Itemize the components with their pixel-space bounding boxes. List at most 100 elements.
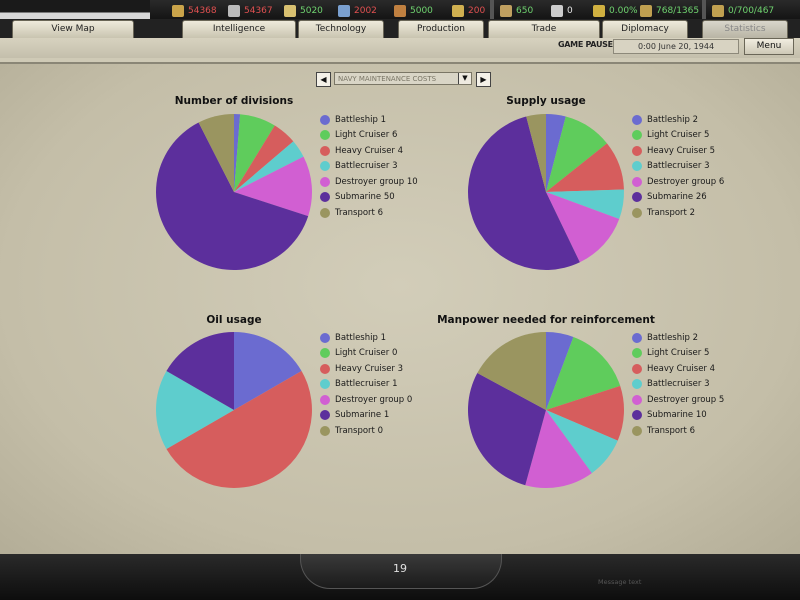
resource-10[interactable]: 0/700/467	[712, 3, 774, 19]
pie-slice-light-cruiser	[234, 114, 275, 192]
resource-9[interactable]: 768/1365	[640, 3, 699, 19]
energy-icon	[172, 5, 184, 17]
pie-slice-heavy-cruiser	[546, 385, 624, 441]
chevron-down-icon[interactable]: ▼	[458, 73, 471, 84]
prev-statistic-button[interactable]: ◀	[316, 72, 331, 87]
next-statistic-button[interactable]: ▶	[476, 72, 491, 87]
legend-label: Destroyer group 5	[647, 394, 725, 405]
legend-item: Battleship 2	[632, 330, 724, 346]
legend-label: Battleship 1	[335, 114, 386, 125]
legend-label: Heavy Cruiser 4	[335, 145, 404, 156]
resource-value: 2002	[354, 6, 377, 16]
resource-0[interactable]: 54368	[172, 3, 217, 19]
pie-slice-battlecruiser	[546, 189, 624, 219]
legend-label: Battlecruiser 1	[335, 379, 398, 390]
legend-swatch	[632, 363, 642, 374]
tab-trade[interactable]: Trade	[488, 20, 600, 39]
legend-swatch	[320, 130, 330, 141]
legend-label: Transport 6	[647, 425, 695, 436]
legend-label: Light Cruiser 6	[335, 130, 398, 141]
resource-5[interactable]: 200	[452, 3, 485, 19]
tab-production[interactable]: Production	[398, 20, 484, 39]
legend-swatch	[320, 207, 330, 218]
legend-label: Transport 2	[647, 207, 695, 218]
pie-slice-battlecruiser	[156, 371, 234, 449]
legend-label: Submarine 1	[335, 410, 390, 421]
resource-4[interactable]: 5000	[394, 3, 433, 19]
legend-swatch	[320, 114, 330, 125]
legend-swatch	[320, 394, 330, 405]
resource-1[interactable]: 54367	[228, 3, 273, 19]
legend-item: Transport 0	[320, 423, 412, 439]
tab-diplomacy[interactable]: Diplomacy	[602, 20, 688, 39]
legend-swatch	[632, 192, 642, 203]
tab-view-map[interactable]: View Map	[12, 20, 134, 39]
legend-label: Destroyer group 10	[335, 176, 418, 187]
legend-swatch	[632, 379, 642, 390]
legend-label: Light Cruiser 5	[647, 348, 710, 359]
pie-slice-battleship	[546, 114, 566, 192]
legend-item: Light Cruiser 5	[632, 346, 724, 362]
legend-label: Battlecruiser 3	[647, 161, 710, 172]
pie-chart	[468, 332, 624, 488]
legend-item: Submarine 50	[320, 190, 418, 206]
legend-swatch	[320, 332, 330, 343]
chart-legend: Battleship 2 Light Cruiser 5 Heavy Cruiser…	[632, 112, 724, 221]
legend-item: Transport 6	[632, 423, 724, 439]
menu-button[interactable]: Menu	[744, 38, 794, 55]
resource-3[interactable]: 2002	[338, 3, 377, 19]
legend-swatch	[632, 410, 642, 421]
pie-slice-transport	[477, 332, 546, 410]
pie-slice-battleship	[234, 332, 302, 410]
chart-legend: Battleship 1 Light Cruiser 0 Heavy Cruiser…	[320, 330, 412, 439]
resource-7[interactable]: 0	[551, 3, 573, 19]
pie-slice-transport	[198, 114, 234, 192]
statistic-select[interactable]: NAVY MAINTENANCE COSTS ▼	[334, 72, 472, 85]
resource-8[interactable]: 0.00%	[593, 3, 638, 19]
legend-item: Battleship 1	[320, 112, 418, 128]
message-log: Message text	[598, 578, 642, 586]
legend-label: Destroyer group 6	[647, 176, 725, 187]
supplies-icon	[394, 5, 406, 17]
pie-slice-heavy-cruiser	[234, 125, 294, 192]
pie-chart	[468, 114, 624, 270]
resource-value: 200	[468, 6, 486, 16]
pie-slice-submarine	[166, 332, 234, 410]
resource-2[interactable]: 5020	[284, 3, 323, 19]
tab-statistics[interactable]: Statistics	[702, 20, 788, 39]
pie-slice-heavy-cruiser	[166, 371, 312, 488]
legend-label: Submarine 50	[335, 192, 395, 203]
game-paused-label: GAME PAUSED	[558, 40, 620, 49]
resource-value: 0	[567, 6, 573, 16]
pie-chart	[156, 114, 312, 271]
legend-item: Transport 6	[320, 205, 418, 221]
legend-label: Heavy Cruiser 5	[647, 145, 716, 156]
tab-intelligence[interactable]: Intelligence	[182, 20, 296, 39]
tab-technology[interactable]: Technology	[298, 20, 384, 39]
legend-label: Battleship 2	[647, 332, 698, 343]
legend-item: Battleship 1	[320, 330, 412, 346]
legend-label: Submarine 10	[647, 410, 707, 421]
legend-swatch	[320, 348, 330, 359]
pie-slice-destroyer-group	[525, 410, 592, 488]
manpower-icon	[500, 5, 512, 17]
legend-label: Battlecruiser 3	[647, 379, 710, 390]
legend-item: Battleship 2	[632, 112, 724, 128]
dissent-icon	[551, 5, 563, 17]
pie-slice-destroyer-group	[546, 192, 620, 263]
pie-slice-light-cruiser	[546, 116, 607, 192]
legend-label: Battlecruiser 3	[335, 161, 398, 172]
resource-6[interactable]: 650	[500, 3, 533, 19]
bottom-bar	[0, 554, 800, 600]
legend-item: Destroyer group 5	[632, 392, 724, 408]
pie-slice-destroyer-group	[234, 156, 312, 217]
legend-swatch	[320, 192, 330, 203]
legend-item: Destroyer group 0	[320, 392, 412, 408]
resource-value: 5020	[300, 6, 323, 16]
resource-value: 0/700/467	[728, 6, 775, 16]
page-number: 19	[393, 562, 407, 575]
legend-item: Heavy Cruiser 5	[632, 143, 724, 159]
legend-item: Light Cruiser 5	[632, 128, 724, 144]
legend-item: Heavy Cruiser 4	[632, 361, 724, 377]
legend-item: Battlecruiser 3	[632, 159, 724, 175]
